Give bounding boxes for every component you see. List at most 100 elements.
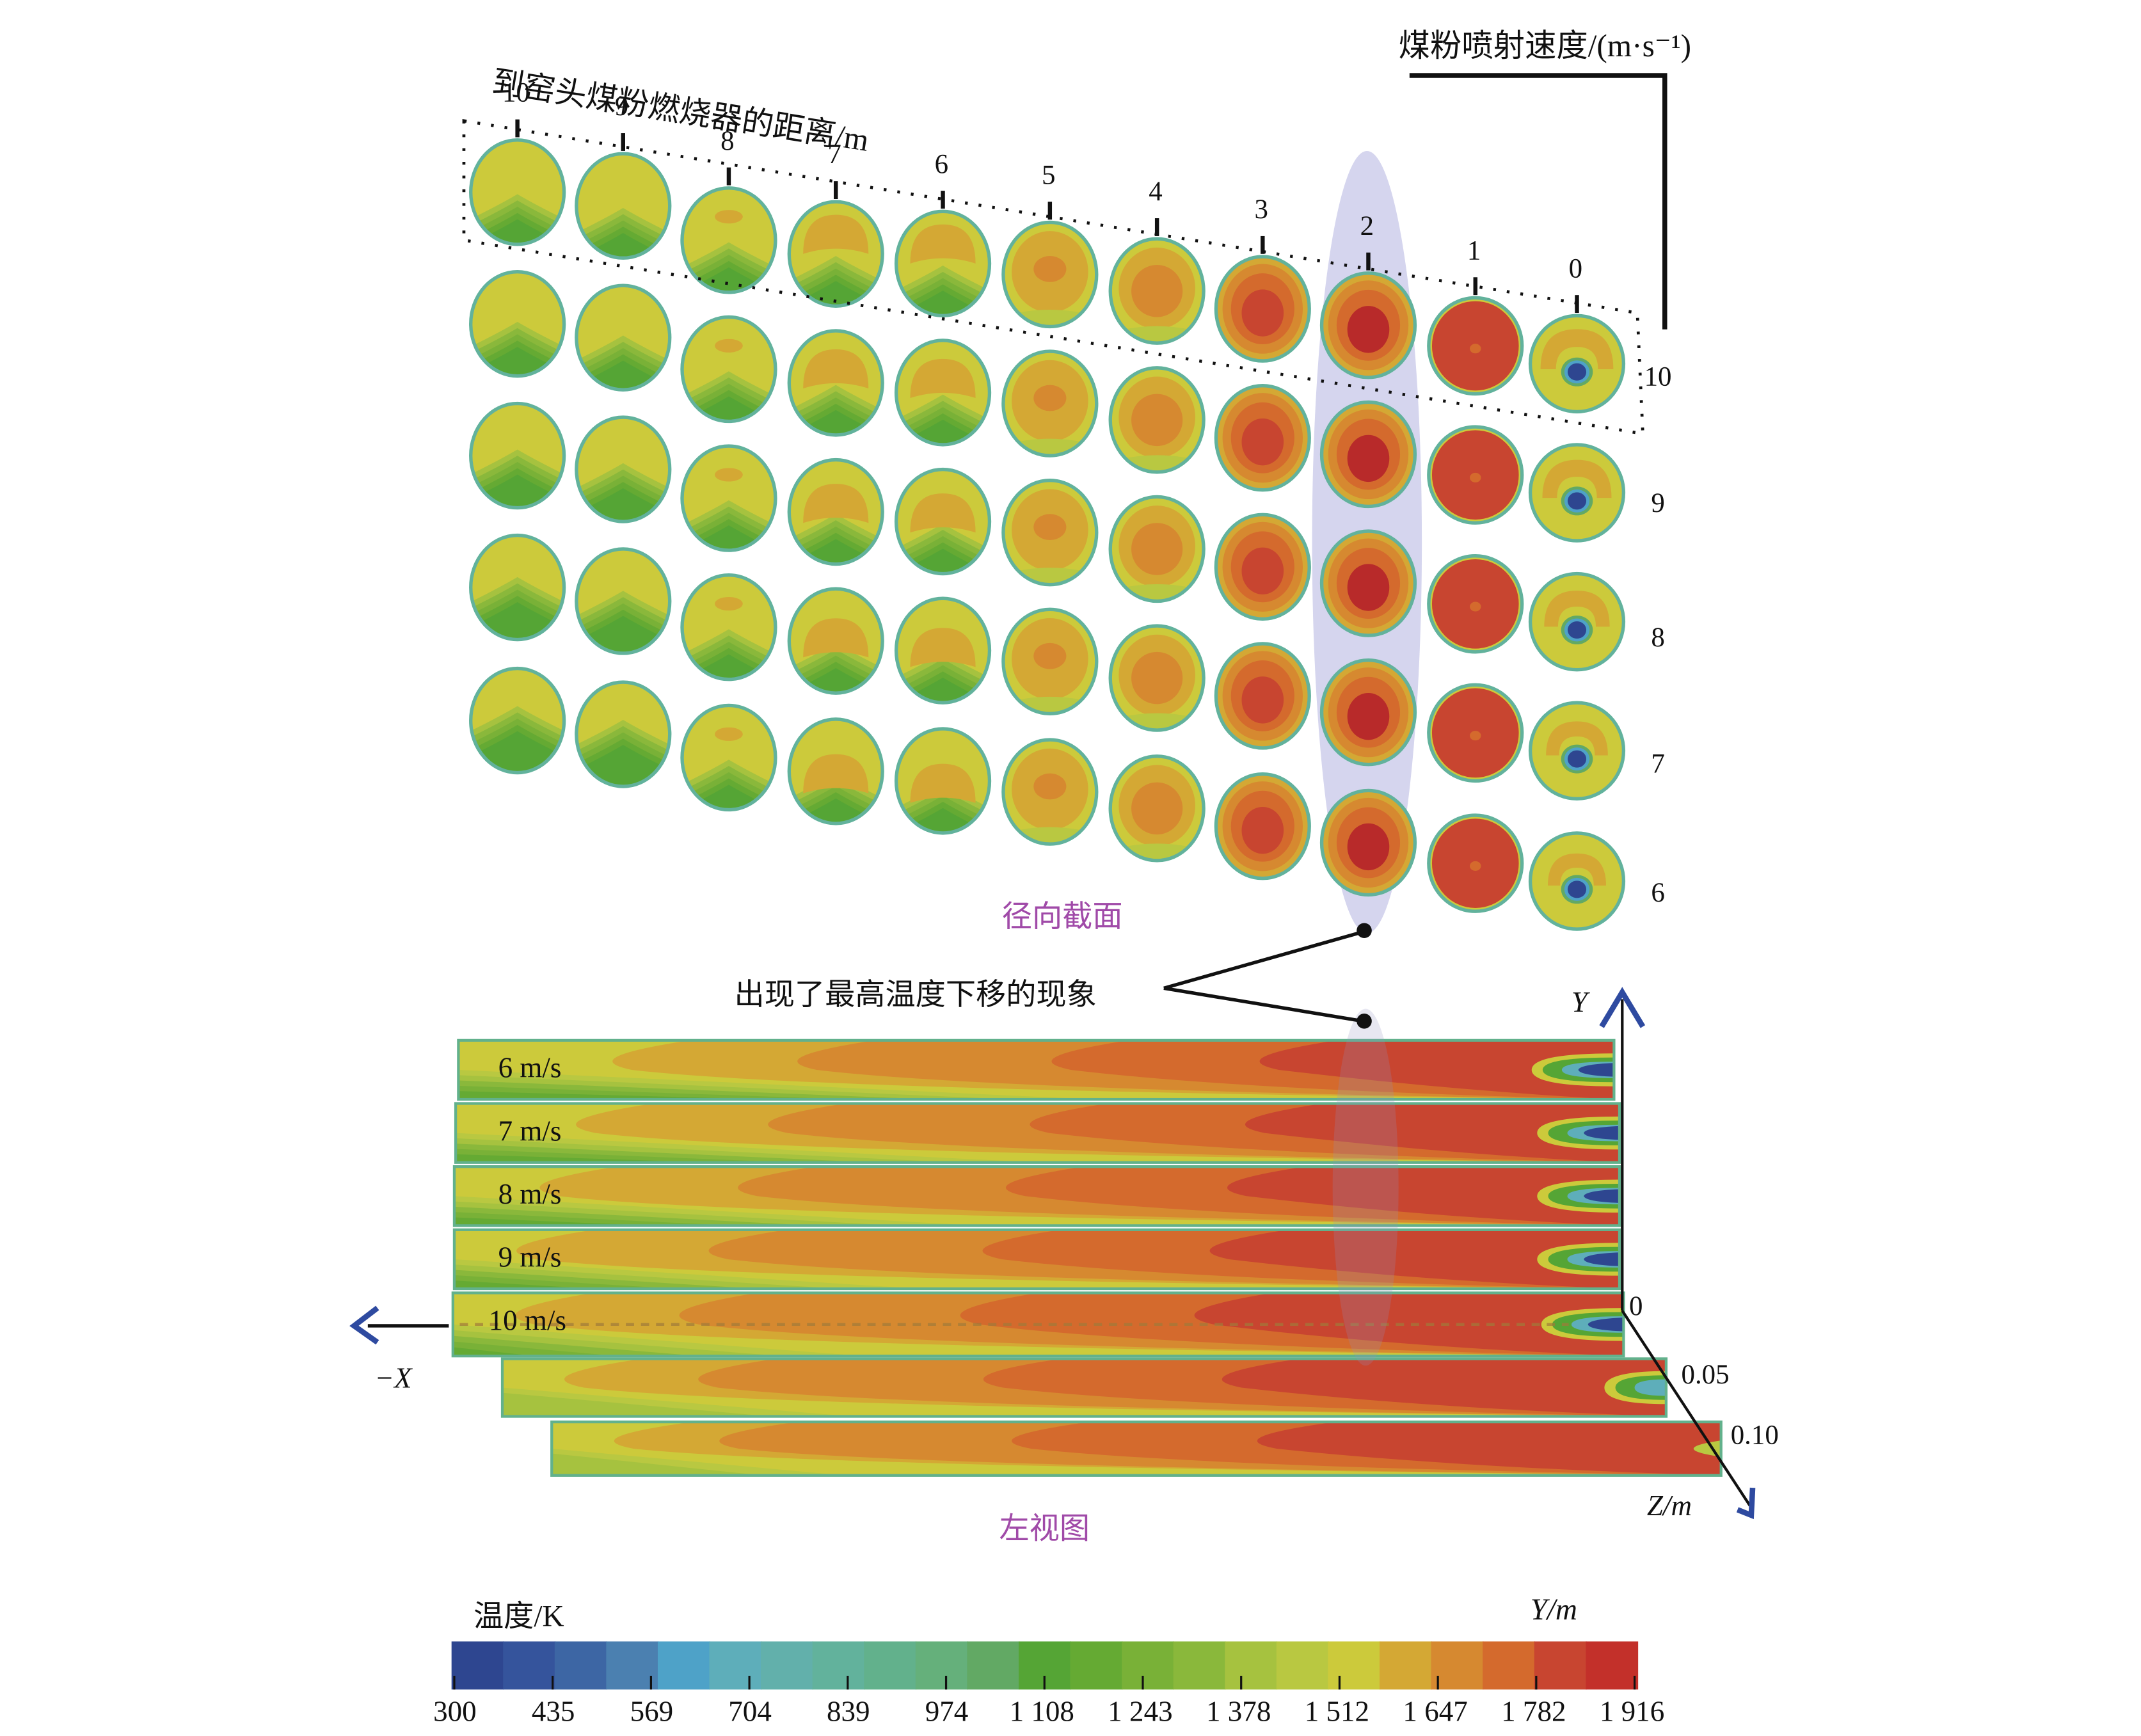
radial-section-d10-v10 [469, 138, 566, 246]
strip-speed-label-2: 7 m/s [498, 1114, 562, 1148]
strip-speed-label-4: 9 m/s [498, 1240, 562, 1274]
side-strip-3 [452, 1165, 1621, 1227]
colorbar-swatch-9 [915, 1641, 968, 1690]
radial-section-d8-v10 [680, 186, 777, 294]
annotation-dot-bottom [1357, 1014, 1372, 1029]
radial-section-d5-v6 [1001, 738, 1099, 846]
radial-section-d4-v8 [1108, 495, 1206, 603]
radial-section-d8-v9 [680, 315, 777, 424]
distance-tick-label-3: 3 [1254, 195, 1268, 225]
radial-section-d8-v6 [680, 703, 777, 812]
distance-tick-label-10: 10 [502, 78, 530, 109]
strip-speed-label-5: 10 m/s [488, 1303, 566, 1337]
radial-section-d0-v7 [1528, 701, 1626, 801]
radial-section-d1-v6 [1427, 813, 1524, 913]
colorbar-tick-label-4: 839 [827, 1694, 870, 1728]
z-tick-0-10: 0.10 [1730, 1420, 1779, 1451]
colorbar-swatch-0 [451, 1641, 504, 1690]
colorbar-tick-label-6: 1 108 [1009, 1694, 1074, 1728]
distance-tick-label-8: 8 [720, 126, 735, 157]
colorbar-title: 温度/K [473, 1598, 564, 1634]
speed-axis-label: 煤粉喷射速度/(m·s⁻¹) [1398, 29, 1692, 63]
radial-section-label: 径向截面 [1001, 898, 1123, 934]
radial-section-d1-v7 [1427, 683, 1524, 783]
radial-section-d3-v7 [1214, 642, 1311, 750]
z-axis-label: Z/m [1647, 1489, 1692, 1524]
radial-section-d10-v7 [469, 533, 566, 642]
radial-section-d7-v9 [787, 329, 884, 437]
radial-section-d0-v9 [1528, 443, 1626, 543]
radial-section-d7-v6 [787, 717, 884, 825]
colorbar-swatch-20 [1483, 1641, 1536, 1690]
radial-section-d1-v9 [1427, 425, 1524, 525]
radial-section-d2-v7 [1319, 658, 1417, 767]
y-axis-label: Y [1571, 985, 1588, 1019]
strip-speed-label-1: 6 m/s [498, 1051, 562, 1085]
x-axis-label: −X [374, 1361, 412, 1395]
colorbar-tick-label-1: 435 [531, 1694, 575, 1728]
side-view-label: 左视图 [999, 1511, 1090, 1546]
colorbar-swatch-16 [1276, 1641, 1329, 1690]
distance-tick-label-1: 1 [1467, 235, 1481, 267]
highlight-ellipse-side [1332, 1008, 1399, 1366]
radial-section-d5-v7 [1001, 607, 1099, 716]
speed-axis-bracket [1409, 73, 1667, 330]
colorbar-swatch-19 [1431, 1641, 1484, 1690]
z-tick-0-05: 0.05 [1681, 1360, 1730, 1390]
colorbar-tick-label-5: 974 [925, 1694, 969, 1728]
radial-section-d7-v7 [787, 587, 884, 695]
colorbar-swatch-22 [1586, 1641, 1639, 1690]
colorbar-swatch-14 [1173, 1641, 1226, 1690]
radial-section-d6-v6 [894, 727, 992, 835]
radial-section-d5-v9 [1001, 349, 1099, 458]
radial-section-d8-v8 [680, 444, 777, 552]
radial-section-d6-v7 [894, 596, 992, 705]
y-axis-arrow-icon [1599, 987, 1646, 1028]
colorbar-tick-label-0: 300 [433, 1694, 477, 1728]
z-tick-0: 0 [1628, 1291, 1643, 1322]
radial-section-d4-v7 [1108, 624, 1206, 732]
radial-section-d0-v8 [1528, 571, 1626, 672]
radial-section-d4-v6 [1108, 754, 1206, 863]
speed-row-label-9: 9 [1651, 488, 1665, 519]
radial-section-d9-v7 [575, 547, 672, 655]
colorbar-swatch-12 [1070, 1641, 1123, 1690]
radial-section-d3-v8 [1214, 513, 1311, 621]
radial-section-d7-v8 [787, 458, 884, 566]
radial-section-d3-v9 [1214, 384, 1311, 492]
side-strip-4 [452, 1228, 1621, 1291]
colorbar-swatch-6 [761, 1641, 813, 1690]
colorbar-tick-label-9: 1 512 [1304, 1694, 1370, 1728]
distance-tick-label-5: 5 [1041, 160, 1056, 191]
annotation-line-bottom [1163, 986, 1364, 1023]
colorbar-swatch-13 [1122, 1641, 1174, 1690]
speed-row-label-6: 6 [1651, 878, 1665, 909]
radial-section-d9-v10 [575, 152, 672, 260]
colorbar-swatch-21 [1534, 1641, 1587, 1690]
colorbar-swatch-1 [503, 1641, 556, 1690]
colorbar-swatch-15 [1225, 1641, 1278, 1690]
strip-speed-label-3: 8 m/s [498, 1177, 562, 1211]
side-view-strips [451, 1039, 1723, 1477]
side-strip-2 [454, 1102, 1621, 1164]
z-axis-label-text: Z/m [1646, 1489, 1692, 1522]
radial-section-d2-v8 [1319, 529, 1417, 637]
speed-row-label-7: 7 [1651, 749, 1665, 780]
radial-section-d6-v8 [894, 467, 992, 576]
z-axis-line [1621, 1310, 1751, 1507]
radial-section-d4-v9 [1108, 366, 1206, 474]
colorbar-tick-label-3: 704 [728, 1694, 772, 1728]
radial-section-d2-v10 [1319, 271, 1417, 379]
radial-section-d10-v8 [469, 401, 566, 510]
distance-tick-label-0: 0 [1568, 253, 1583, 284]
radial-section-d7-v10 [787, 200, 884, 308]
radial-section-d1-v10 [1427, 296, 1524, 396]
colorbar-right-label: Y/m [1530, 1592, 1578, 1627]
colorbar-swatch-8 [864, 1641, 917, 1690]
colorbar-tick-label-8: 1 378 [1206, 1694, 1271, 1728]
annotation-line-top [1163, 930, 1364, 990]
radial-section-d5-v10 [1001, 220, 1099, 329]
distance-tick-label-6: 6 [934, 149, 949, 180]
radial-section-d9-v6 [575, 680, 672, 788]
distance-tick-label-9: 9 [614, 92, 629, 122]
